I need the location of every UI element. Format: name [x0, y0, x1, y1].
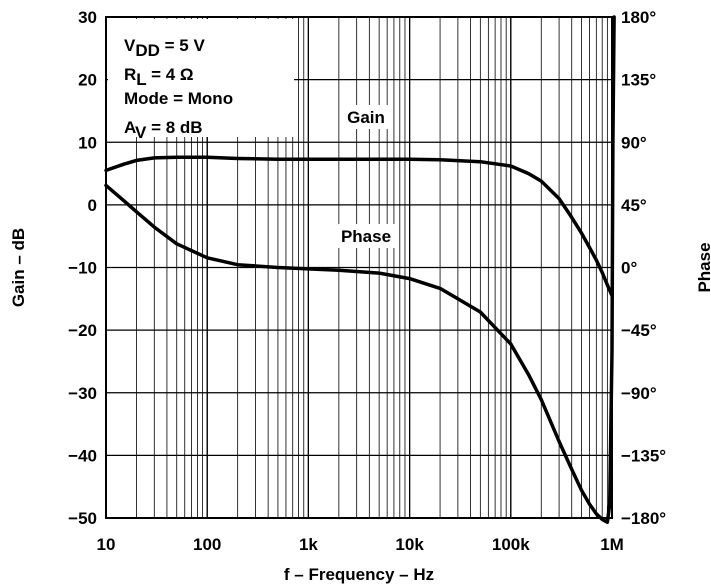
conditions-box	[108, 19, 294, 137]
condition-line: RL = 4 Ω	[124, 65, 194, 89]
y2-tick-label: 45°	[621, 196, 647, 215]
y2-tick-label: 90°	[621, 133, 647, 152]
y-tick-label: 10	[78, 133, 97, 152]
x-tick-label: 100k	[492, 535, 530, 554]
y-tick-label: −40	[68, 446, 97, 465]
condition-value: = 5 V	[160, 36, 206, 55]
annotation-background	[334, 224, 398, 248]
y2-tick-label: 180°	[621, 8, 656, 27]
y-tick-label: 0	[88, 196, 97, 215]
condition-line: Mode = Mono	[124, 89, 233, 108]
x-tick-label: 1M	[600, 535, 624, 554]
annotation-phase: Phase	[341, 227, 391, 246]
tick-labels: 10 100 1k 10k 100k 1M3020100−10−20−30−40−5018…	[68, 8, 666, 554]
y2-axis-title: Phase	[695, 242, 711, 292]
y-tick-label: −10	[68, 259, 97, 278]
plot-frame	[105, 16, 613, 519]
y-tick-label: −20	[68, 321, 97, 340]
condition-subscript: V	[135, 123, 147, 142]
condition-value: = 8 dB	[146, 118, 202, 137]
x-tick-label: 10	[97, 535, 116, 554]
x-tick-label: 10k	[395, 535, 424, 554]
y2-tick-label: −135°	[621, 446, 666, 465]
y-tick-label: −50	[68, 509, 97, 528]
y2-tick-label: −90°	[621, 384, 657, 403]
x-tick-label: 100	[193, 535, 221, 554]
condition-line: VDD = 5 V	[124, 36, 205, 60]
condition-subscript: DD	[135, 41, 160, 60]
series-line-gain	[104, 155, 614, 298]
y-tick-label: −30	[68, 384, 97, 403]
x-tick-label: 1k	[299, 535, 318, 554]
y-tick-label: 20	[78, 71, 97, 90]
y2-tick-label: 135°	[621, 71, 656, 90]
series-annotations: Gain Phase	[334, 105, 398, 248]
y2-tick-label: −45°	[621, 321, 657, 340]
annotation-background	[340, 105, 392, 129]
series-line-phase	[104, 15, 616, 524]
condition-line: AV = 8 dB	[124, 118, 203, 142]
condition-main: A	[124, 118, 136, 137]
condition-main: R	[124, 65, 136, 84]
annotation-gain: Gain	[347, 108, 385, 127]
condition-main: Mode = Mono	[124, 89, 233, 108]
y2-tick-label: 0°	[621, 259, 637, 278]
series-layer	[104, 15, 616, 524]
y-axis-title: Gain – dB	[9, 228, 28, 307]
condition-value: = 4 Ω	[146, 65, 193, 84]
condition-subscript: L	[136, 70, 146, 89]
y-tick-label: 30	[78, 8, 97, 27]
y2-tick-label: −180°	[621, 509, 666, 528]
x-axis-title: f – Frequency – Hz	[284, 565, 434, 584]
condition-main: V	[124, 36, 136, 55]
